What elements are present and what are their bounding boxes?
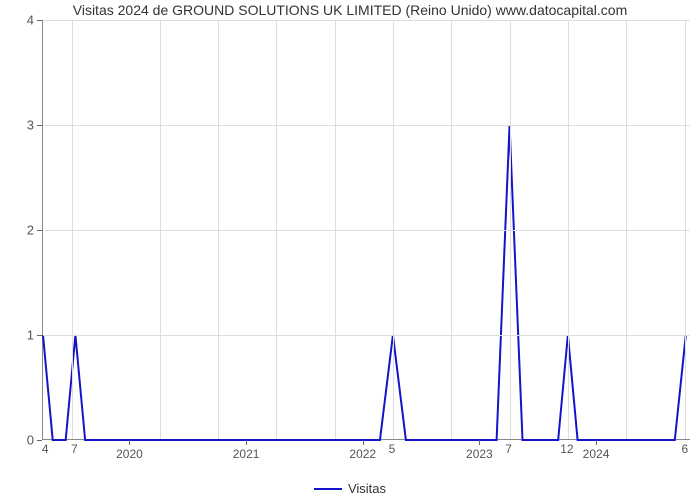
y-tick-label: 3	[0, 118, 34, 133]
gridline-vertical	[72, 20, 73, 439]
value-marker-label: 7	[71, 442, 78, 456]
y-tick-label: 4	[0, 13, 34, 28]
legend-label: Visitas	[348, 481, 386, 496]
value-marker-label: 4	[42, 442, 49, 456]
value-marker-label: 12	[560, 442, 573, 456]
y-tick-label: 1	[0, 328, 34, 343]
series-line	[43, 125, 686, 440]
gridline-vertical	[335, 20, 336, 439]
legend-swatch	[314, 488, 342, 490]
value-marker-label: 5	[389, 442, 396, 456]
value-marker-label: 7	[505, 442, 512, 456]
gridline-vertical	[451, 20, 452, 439]
x-tick-label: 2023	[466, 447, 493, 461]
gridline-vertical	[160, 20, 161, 439]
gridline-vertical	[393, 20, 394, 439]
chart-container: Visitas 2024 de GROUND SOLUTIONS UK LIMI…	[0, 0, 700, 500]
x-tick-label: 2020	[116, 447, 143, 461]
gridline-horizontal	[43, 230, 690, 231]
gridline-horizontal	[43, 125, 690, 126]
value-marker-label: 6	[681, 442, 688, 456]
gridline-vertical	[568, 20, 569, 439]
gridline-vertical	[685, 20, 686, 439]
legend: Visitas	[0, 480, 700, 496]
x-tick-label: 2022	[349, 447, 376, 461]
plot-area	[42, 20, 690, 440]
gridline-horizontal	[43, 20, 690, 21]
gridline-vertical	[276, 20, 277, 439]
gridline-vertical	[510, 20, 511, 439]
y-tick-label: 2	[0, 223, 34, 238]
gridline-horizontal	[43, 335, 690, 336]
x-tick-label: 2021	[233, 447, 260, 461]
gridline-vertical	[218, 20, 219, 439]
x-tick-label: 2024	[583, 447, 610, 461]
chart-title: Visitas 2024 de GROUND SOLUTIONS UK LIMI…	[0, 2, 700, 18]
gridline-vertical	[626, 20, 627, 439]
y-tick-label: 0	[0, 433, 34, 448]
